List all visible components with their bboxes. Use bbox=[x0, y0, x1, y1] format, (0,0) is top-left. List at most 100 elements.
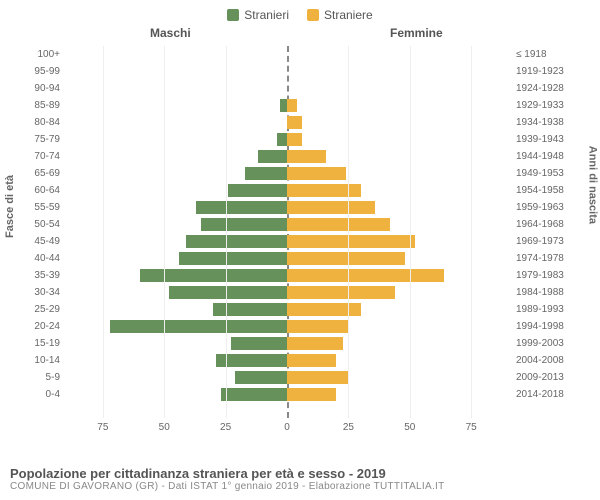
year-label: 1949-1953 bbox=[516, 168, 576, 179]
header-female: Femmine bbox=[390, 26, 443, 40]
x-tick: 25 bbox=[343, 422, 354, 433]
age-label: 90-94 bbox=[10, 83, 60, 94]
pyramid-row bbox=[66, 250, 508, 267]
column-headers: Maschi Femmine bbox=[0, 26, 600, 42]
pyramid-row bbox=[66, 216, 508, 233]
footer: Popolazione per cittadinanza straniera p… bbox=[10, 466, 590, 492]
age-label: 50-54 bbox=[10, 219, 60, 230]
year-label: 1979-1983 bbox=[516, 270, 576, 281]
pyramid-row bbox=[66, 318, 508, 335]
bar-female bbox=[287, 235, 415, 248]
bar-male bbox=[213, 303, 287, 316]
pyramid-row bbox=[66, 301, 508, 318]
bar-male bbox=[228, 184, 287, 197]
age-label: 35-39 bbox=[10, 270, 60, 281]
year-label: 1994-1998 bbox=[516, 321, 576, 332]
pyramid-row bbox=[66, 284, 508, 301]
bar-male bbox=[280, 99, 287, 112]
year-label: 1954-1958 bbox=[516, 185, 576, 196]
year-label: 1939-1943 bbox=[516, 134, 576, 145]
bar-male bbox=[245, 167, 287, 180]
x-tick: 75 bbox=[466, 422, 477, 433]
bar-male bbox=[277, 133, 287, 146]
legend-item-male: Stranieri bbox=[227, 8, 289, 22]
footer-subtitle: COMUNE DI GAVORANO (GR) - Dati ISTAT 1° … bbox=[10, 481, 590, 492]
age-label: 85-89 bbox=[10, 100, 60, 111]
year-label: 1929-1933 bbox=[516, 100, 576, 111]
year-label: 2004-2008 bbox=[516, 355, 576, 366]
age-label: 40-44 bbox=[10, 253, 60, 264]
bar-male bbox=[235, 371, 287, 384]
age-label: 65-69 bbox=[10, 168, 60, 179]
bar-female bbox=[287, 354, 336, 367]
bar-male bbox=[169, 286, 287, 299]
age-label: 15-19 bbox=[10, 338, 60, 349]
x-axis: 7550250255075 bbox=[66, 422, 508, 438]
year-label: 1944-1948 bbox=[516, 151, 576, 162]
year-label: 1964-1968 bbox=[516, 219, 576, 230]
grid-line bbox=[410, 46, 411, 418]
bar-female bbox=[287, 252, 405, 265]
year-label: 1999-2003 bbox=[516, 338, 576, 349]
pyramid-row bbox=[66, 386, 508, 403]
bar-female bbox=[287, 116, 302, 129]
grid-line bbox=[103, 46, 104, 418]
age-label: 60-64 bbox=[10, 185, 60, 196]
bar-female bbox=[287, 388, 336, 401]
bar-female bbox=[287, 133, 302, 146]
pyramid-row bbox=[66, 148, 508, 165]
pyramid-row bbox=[66, 80, 508, 97]
axis-title-right: Anni di nascita bbox=[586, 146, 598, 224]
plot-wrap: Fasce di età Anni di nascita 75502502550… bbox=[0, 42, 600, 440]
bar-female bbox=[287, 371, 348, 384]
pyramid-row bbox=[66, 46, 508, 63]
grid-line bbox=[226, 46, 227, 418]
year-label: ≤ 1918 bbox=[516, 49, 576, 60]
legend-item-female: Straniere bbox=[307, 8, 373, 22]
bar-male bbox=[258, 150, 287, 163]
bar-female bbox=[287, 99, 297, 112]
year-label: 1934-1938 bbox=[516, 117, 576, 128]
plot-area bbox=[66, 46, 508, 418]
year-label: 2014-2018 bbox=[516, 389, 576, 400]
pyramid-row bbox=[66, 114, 508, 131]
pyramid-row bbox=[66, 233, 508, 250]
age-label: 20-24 bbox=[10, 321, 60, 332]
pyramid-row bbox=[66, 199, 508, 216]
year-label: 1989-1993 bbox=[516, 304, 576, 315]
year-label: 1984-1988 bbox=[516, 287, 576, 298]
year-label: 1924-1928 bbox=[516, 83, 576, 94]
bar-female bbox=[287, 303, 361, 316]
header-male: Maschi bbox=[150, 26, 191, 40]
grid-line bbox=[348, 46, 349, 418]
pyramid-row bbox=[66, 63, 508, 80]
age-label: 10-14 bbox=[10, 355, 60, 366]
bar-female bbox=[287, 218, 390, 231]
bar-male bbox=[196, 201, 287, 214]
footer-title: Popolazione per cittadinanza straniera p… bbox=[10, 466, 590, 481]
bar-female bbox=[287, 167, 346, 180]
age-label: 25-29 bbox=[10, 304, 60, 315]
bar-female bbox=[287, 286, 395, 299]
year-label: 2009-2013 bbox=[516, 372, 576, 383]
year-label: 1919-1923 bbox=[516, 66, 576, 77]
age-label: 30-34 bbox=[10, 287, 60, 298]
age-label: 5-9 bbox=[10, 372, 60, 383]
legend: Stranieri Straniere bbox=[0, 0, 600, 26]
x-tick: 75 bbox=[97, 422, 108, 433]
swatch-female bbox=[307, 9, 319, 21]
bar-female bbox=[287, 184, 361, 197]
year-label: 1974-1978 bbox=[516, 253, 576, 264]
age-label: 80-84 bbox=[10, 117, 60, 128]
age-label: 95-99 bbox=[10, 66, 60, 77]
bar-male bbox=[201, 218, 287, 231]
legend-label-male: Stranieri bbox=[244, 8, 289, 22]
pyramid-row bbox=[66, 165, 508, 182]
pyramid-row bbox=[66, 352, 508, 369]
grid-line bbox=[164, 46, 165, 418]
age-label: 55-59 bbox=[10, 202, 60, 213]
legend-label-female: Straniere bbox=[324, 8, 373, 22]
bar-male bbox=[186, 235, 287, 248]
age-label: 100+ bbox=[10, 49, 60, 60]
age-label: 75-79 bbox=[10, 134, 60, 145]
